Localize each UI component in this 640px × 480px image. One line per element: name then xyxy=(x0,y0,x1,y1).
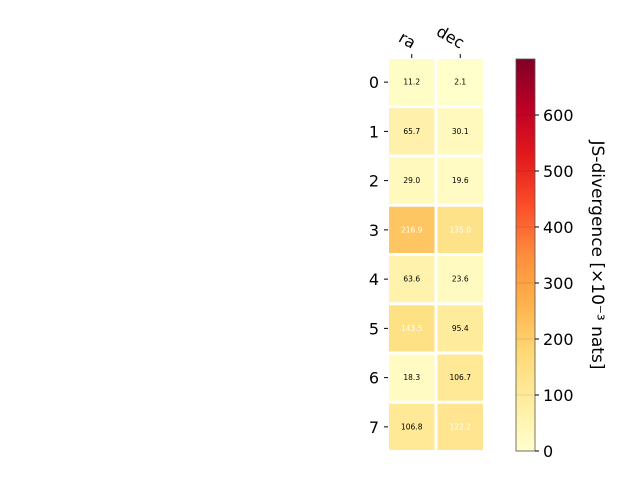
colorbar-tick-label: 500 xyxy=(543,162,574,181)
row-tick-label: 4 xyxy=(369,270,379,289)
cell-value-label: 23.6 xyxy=(452,275,469,284)
cell-value-label: 216.9 xyxy=(401,225,423,234)
cell-value-label: 63.6 xyxy=(403,275,420,284)
heatmap-cell xyxy=(437,305,483,352)
row-tick-label: 1 xyxy=(369,122,379,141)
colorbar-tick-label: 400 xyxy=(543,218,574,237)
heatmap-cell xyxy=(389,59,435,106)
heatmap-cell xyxy=(389,108,435,155)
cell-value-label: 18.3 xyxy=(403,373,420,382)
cell-value-label: 29.0 xyxy=(403,176,420,185)
heatmap-cell xyxy=(437,256,483,303)
cell-value-label: 65.7 xyxy=(403,127,420,136)
heatmap-cell xyxy=(389,157,435,204)
heatmap-cell xyxy=(389,305,435,352)
row-tick-label: 7 xyxy=(369,418,379,437)
cell-value-label: 135.0 xyxy=(450,225,472,234)
heatmap-cell xyxy=(437,59,483,106)
colorbar-label: JS-divergence [×10⁻³ nats] xyxy=(587,140,607,370)
colorbar-gradient xyxy=(515,58,536,452)
colorbar-tick-label: 600 xyxy=(543,106,574,125)
colorbar: 0 100 200 300 400 500 600 JS-divergence [×10⁻³ … xyxy=(515,58,607,461)
heatmap-cell xyxy=(437,108,483,155)
heatmap-cell xyxy=(437,354,483,401)
cell-value-label: 2.1 xyxy=(454,78,466,87)
cell-value-label: 122.2 xyxy=(450,422,472,431)
column-tick-label: ra xyxy=(396,28,420,53)
heatmap-cell xyxy=(437,403,483,450)
colorbar-tick-label: 200 xyxy=(543,330,574,349)
heatmap-cell xyxy=(437,157,483,204)
cell-value-label: 106.7 xyxy=(450,373,472,382)
cell-value-label: 95.4 xyxy=(452,324,469,333)
row-tick-label: 6 xyxy=(369,369,379,388)
heatmap-grid: 11.2 2.1 65.7 30.1 29.0 19.6 216.9 135.0 63.6 23.… xyxy=(369,22,483,450)
cell-value-label: 106.8 xyxy=(401,422,423,431)
column-tick-label: dec xyxy=(433,22,467,53)
row-tick-label: 5 xyxy=(369,319,379,338)
heatmap-cell xyxy=(389,354,435,401)
colorbar-tick-label: 0 xyxy=(543,442,553,461)
heatmap-cell xyxy=(389,256,435,303)
heatmap-cell xyxy=(437,206,483,253)
colorbar-tick-label: 100 xyxy=(543,386,574,405)
cell-value-label: 30.1 xyxy=(452,127,469,136)
colorbar-tick-label: 300 xyxy=(543,274,574,293)
heatmap-cell xyxy=(389,403,435,450)
heatmap-cell xyxy=(389,206,435,253)
cell-value-label: 19.6 xyxy=(452,176,469,185)
cell-value-label: 143.5 xyxy=(401,324,423,333)
row-tick-label: 3 xyxy=(369,221,379,240)
row-tick-label: 0 xyxy=(369,73,379,92)
row-tick-label: 2 xyxy=(369,172,379,191)
cell-value-label: 11.2 xyxy=(403,78,420,87)
